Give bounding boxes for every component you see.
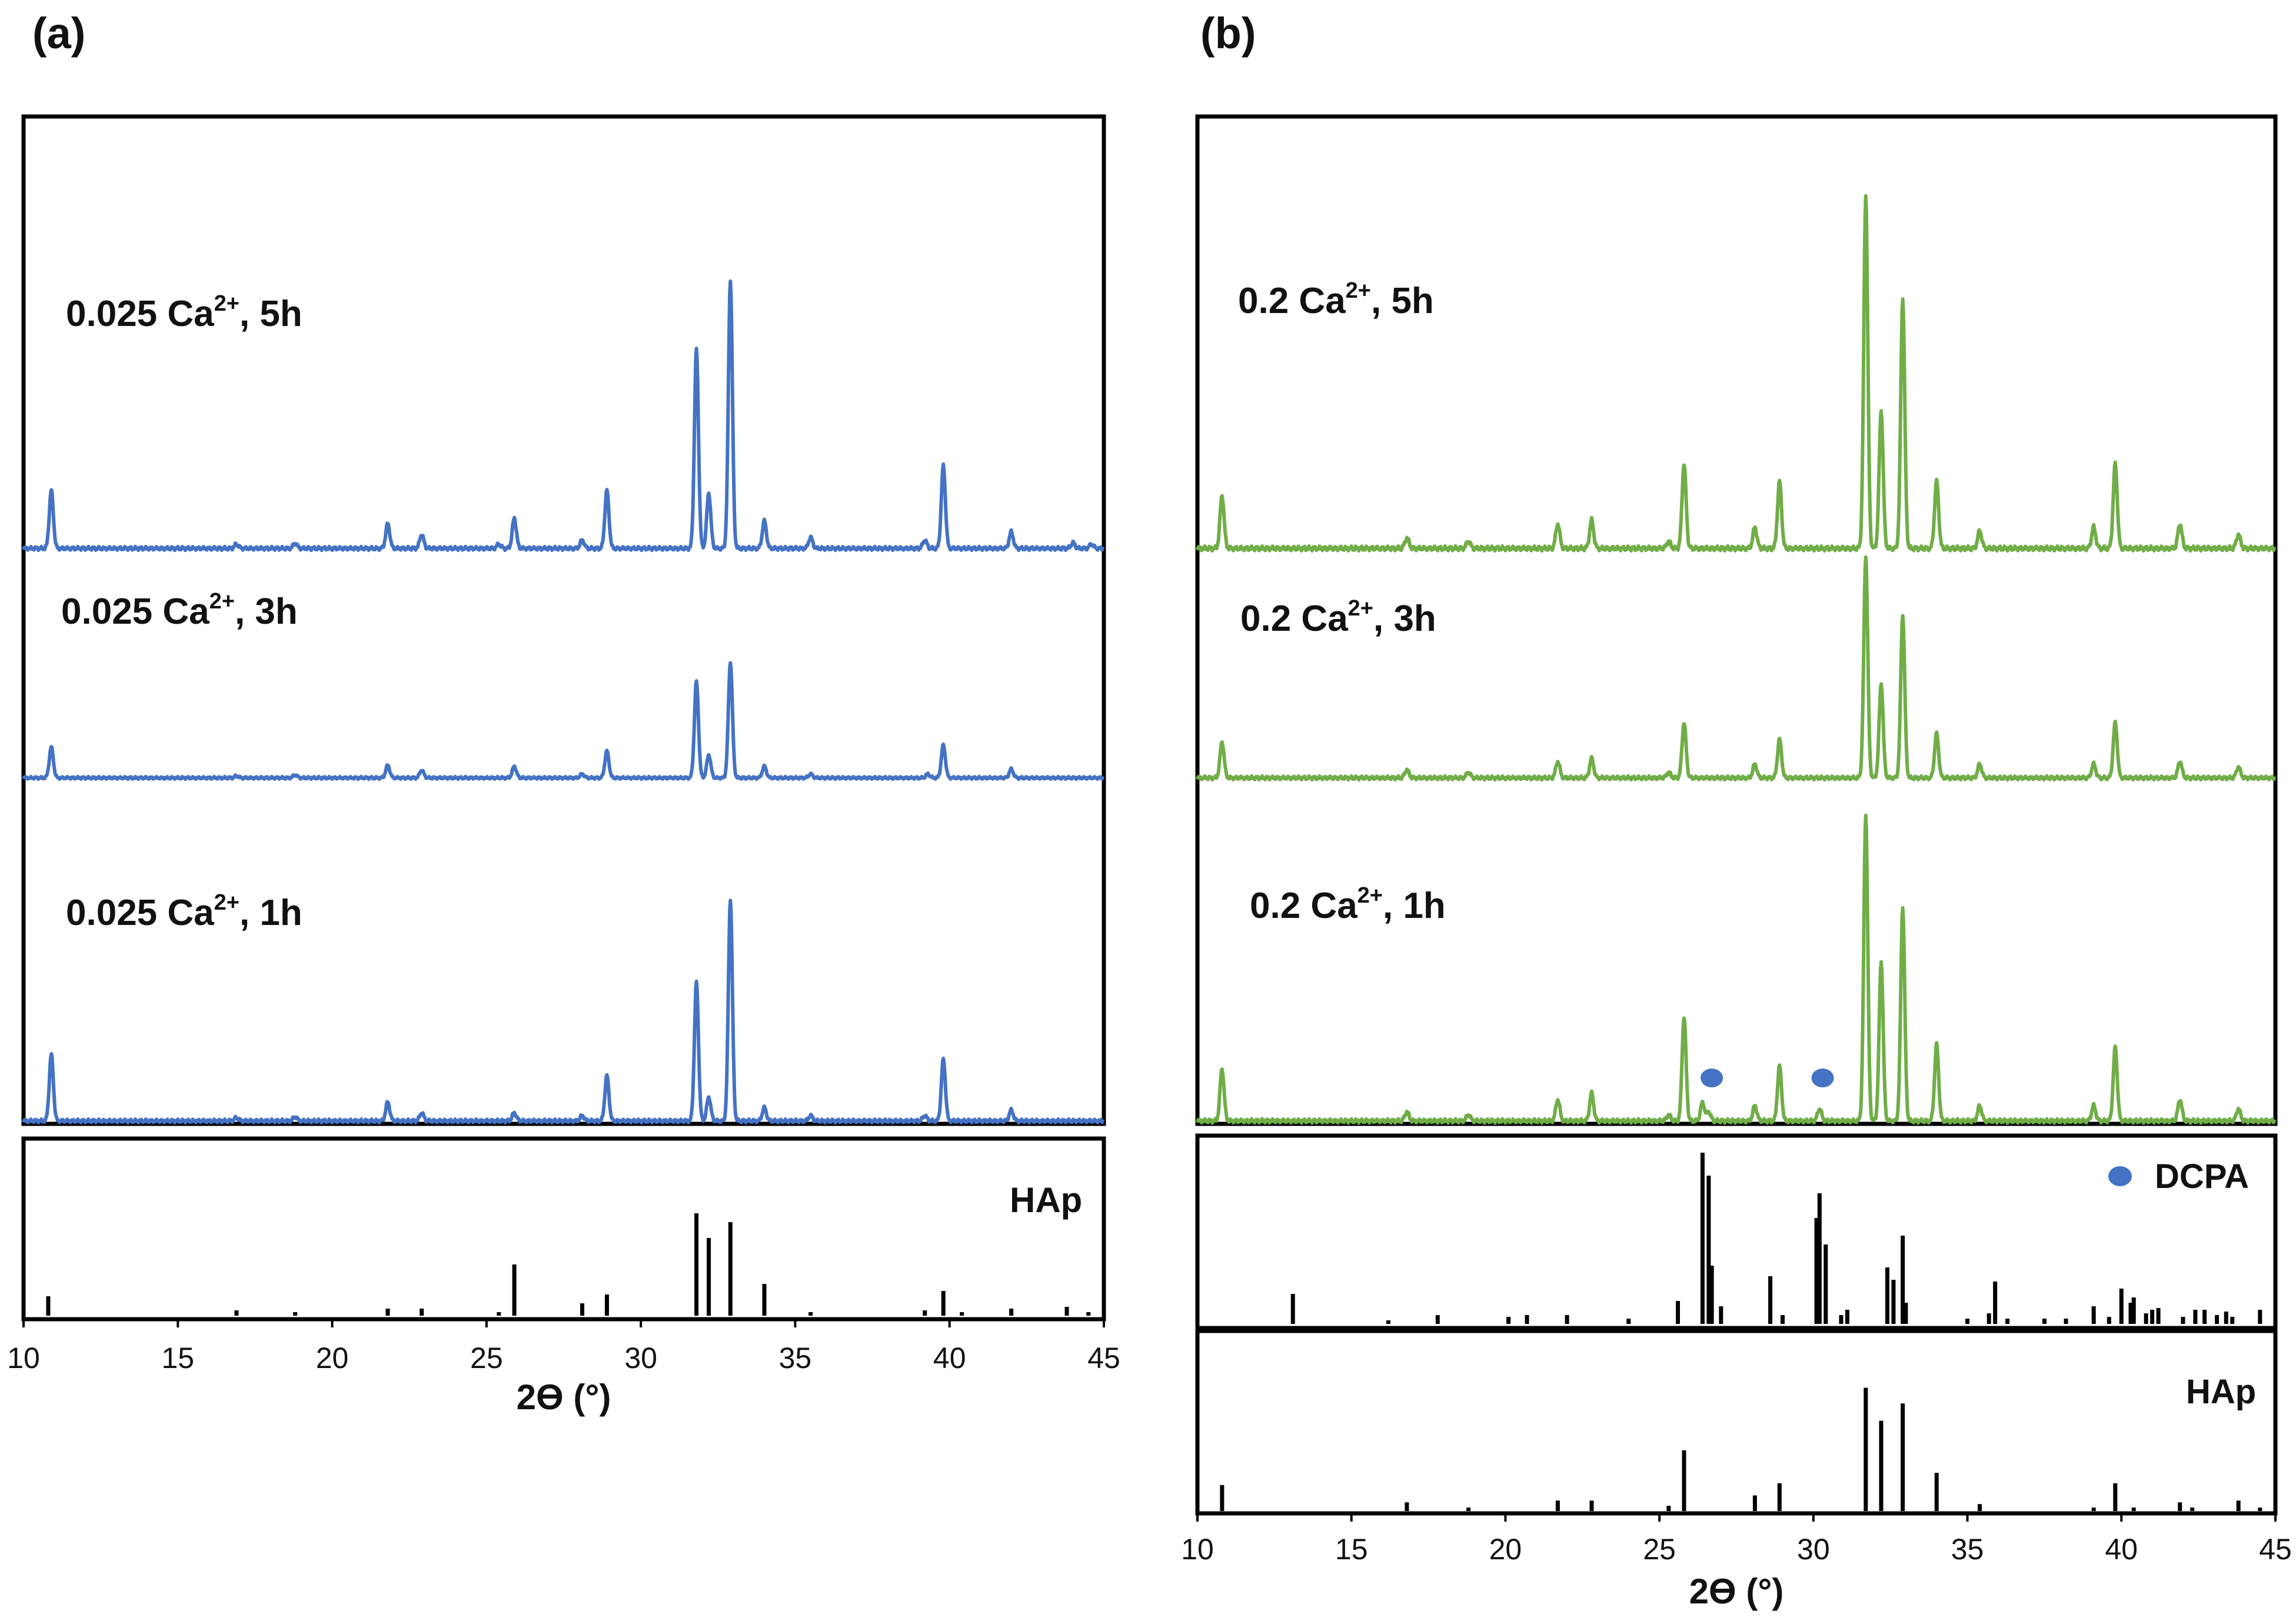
ref-label-b-dcpa: DCPA [2155,1157,2249,1196]
x-tick-label-a-10: 10 [7,1342,40,1375]
trace-label-a-3h: 0.025 Ca2+, 3h [61,589,298,632]
trace-b-5h [1196,194,2277,553]
panel-a: (a) 0.025 Ca2+, 5h 0.025 Ca2+, 3h 0.025 … [7,9,1120,1417]
x-tick-label-a-30: 30 [624,1342,657,1375]
ref-label-b-hap: HAp [2186,1373,2256,1411]
x-tick-label-b-45: 45 [2259,1533,2292,1566]
x-tick-label-b-35: 35 [1951,1533,1984,1566]
trace-label-b-3h: 0.2 Ca2+, 3h [1240,596,1436,639]
panel-a-x-ticks: 10 15 20 25 30 35 40 45 [7,1319,1120,1375]
x-tick-label-a-45: 45 [1087,1342,1120,1375]
trace-a-1h [22,898,1105,1125]
panel-b-dcpa-frame [1195,1133,2278,1330]
trace-b-1h [1196,813,2277,1125]
trace-b-3h [1196,555,2277,782]
panel-b-references [1220,1153,2262,1511]
x-tick-label-b-40: 40 [2105,1533,2138,1566]
dcpa-marker-1 [1811,1069,1834,1087]
panel-a-ref-frame [21,1136,1106,1322]
trace-label-a-5h: 0.025 Ca2+, 5h [66,291,302,334]
x-tick-label-b-10: 10 [1181,1533,1214,1566]
trace-label-a-1h: 0.025 Ca2+, 1h [66,890,302,933]
x-tick-label-b-25: 25 [1643,1533,1676,1566]
panel-b-traces [1196,194,2277,1125]
dcpa-marker-0 [1701,1069,1723,1087]
panel-b-label: (b) [1200,9,1256,58]
panel-a-xlabel: 2ϴ (°) [517,1377,611,1417]
panel-b-xlabel: 2ϴ (°) [1689,1572,1784,1611]
trace-label-b-1h: 0.2 Ca2+, 1h [1250,883,1446,926]
x-tick-label-a-20: 20 [316,1342,349,1375]
panel-a-references [46,1213,1091,1316]
panel-a-label: (a) [32,9,85,58]
trace-label-b-5h: 0.2 Ca2+, 5h [1238,278,1434,321]
x-tick-label-a-35: 35 [779,1342,812,1375]
panel-b: (b) 0.2 Ca2+, 5h 0.2 Ca2+, 3h 0.2 Ca2+, … [1181,9,2292,1611]
legend-dcpa-marker [2108,1166,2132,1186]
x-tick-label-a-25: 25 [470,1342,503,1375]
x-tick-label-a-15: 15 [161,1342,194,1375]
ref-label-a-hap: HAp [1010,1180,1082,1220]
panel-b-dcpa-markers [1701,1069,1834,1087]
panel-b-x-ticks: 10 15 20 25 30 35 40 45 [1181,1513,2292,1566]
x-tick-label-a-40: 40 [933,1342,966,1375]
trace-a-3h [22,661,1105,781]
x-tick-label-b-30: 30 [1797,1533,1830,1566]
x-tick-label-b-20: 20 [1489,1533,1522,1566]
trace-a-5h [22,279,1105,553]
panel-b-hap-frame [1195,1329,2278,1516]
panel-a-traces [22,279,1105,1125]
x-tick-label-b-15: 15 [1335,1533,1368,1566]
